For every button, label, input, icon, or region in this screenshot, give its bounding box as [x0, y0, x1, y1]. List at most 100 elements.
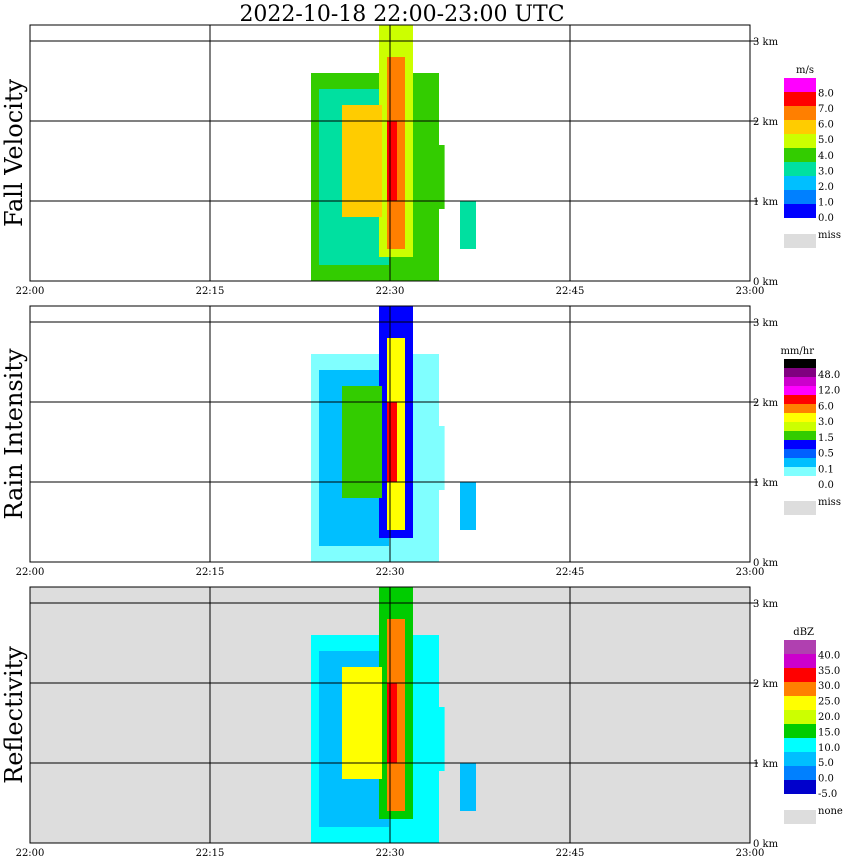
colorbar-label: 30.0: [818, 681, 840, 692]
echo-small-2: [460, 201, 476, 249]
colorbar-unit: m/s: [796, 65, 814, 76]
colorbar-label: 48.0: [818, 370, 840, 381]
colorbar-miss-label: none: [818, 806, 843, 817]
grid: 0 km 1 km 2 km 3 km: [30, 587, 779, 850]
colorbar-swatch: [784, 710, 816, 724]
panel-rain-intensity: 0 km 1 km 2 km 3 km 22:00 22:15 22:30 22:45 23:0…: [0, 305, 841, 578]
echo-field: [311, 25, 476, 281]
colorbar-swatch: [784, 120, 816, 134]
echo-field: [311, 306, 476, 562]
panel-ylabel: Fall Velocity: [0, 79, 28, 228]
colorbar-swatch: [784, 738, 816, 752]
y-tick-label: 2 km: [753, 117, 779, 128]
colorbar: mm/hr 48.0 12.0 6.0 3.0 1.5 0.5 0.1 0.0 miss: [780, 346, 841, 515]
x-tick-label: 23:00: [736, 286, 765, 297]
x-tick-label: 22:15: [196, 286, 225, 297]
colorbar-label: 35.0: [818, 666, 840, 677]
echo-left-inner: [342, 386, 382, 498]
colorbar-swatch: [784, 190, 816, 204]
panel-fall-velocity: 0 km 1 km 2 km 3 km 22:00 22:15 22:30 22:45 23:0…: [0, 24, 841, 297]
colorbar-label: 12.0: [818, 386, 840, 397]
echo-small-2: [460, 482, 476, 530]
colorbar-miss-swatch: [784, 234, 816, 248]
y-tick-label: 3 km: [753, 37, 779, 48]
colorbar-swatch: [784, 106, 816, 120]
x-tick-label: 22:30: [376, 848, 405, 859]
colorbar-swatch: [784, 359, 816, 368]
colorbar-swatch: [784, 134, 816, 148]
grid: 0 km 1 km 2 km 3 km: [30, 25, 779, 288]
colorbar-swatch: [784, 204, 816, 218]
colorbar-miss-swatch: [784, 810, 816, 824]
colorbar-swatch: [784, 148, 816, 162]
colorbar-swatch: [784, 176, 816, 190]
colorbar-swatch: [784, 92, 816, 106]
plot-frame: [29, 24, 751, 282]
colorbar-label: 7.0: [818, 104, 834, 115]
colorbar-label: 0.1: [818, 464, 834, 475]
colorbar-swatch: [784, 404, 816, 413]
colorbar-label: 0.0: [818, 213, 834, 224]
x-tick-label: 22:45: [556, 567, 585, 578]
colorbar-swatch: [784, 766, 816, 780]
y-tick-label: 0 km: [753, 839, 779, 850]
x-tick-label: 22:45: [556, 848, 585, 859]
echo-small-1: [426, 145, 445, 209]
colorbar-swatch: [784, 395, 816, 404]
colorbar-label: 20.0: [818, 712, 840, 723]
colorbar-label: 1.0: [818, 197, 834, 208]
colorbar-label: 1.5: [818, 433, 834, 444]
colorbar-label: 3.0: [818, 166, 834, 177]
y-tick-label: 1 km: [753, 478, 779, 489]
x-tick-label: 23:00: [736, 567, 765, 578]
colorbar-swatch: [784, 431, 816, 440]
x-tick-label: 22:00: [16, 567, 45, 578]
colorbar-swatch: [784, 752, 816, 766]
panel-reflectivity: 0 km 1 km 2 km 3 km 22:00 22:15 22:30 22:45 23:0…: [0, 586, 843, 859]
y-tick-label: 3 km: [753, 318, 779, 329]
y-tick-label: 3 km: [753, 599, 779, 610]
colorbar-unit: dBZ: [793, 627, 814, 638]
plot-frame: [29, 586, 751, 844]
grid: 0 km 1 km 2 km 3 km: [30, 306, 779, 569]
colorbar-label: 0.5: [818, 449, 834, 460]
colorbar-swatch: [784, 377, 816, 386]
colorbar-label: 4.0: [818, 151, 834, 162]
colorbar-unit: mm/hr: [780, 346, 814, 357]
x-tick-label: 22:45: [556, 286, 585, 297]
colorbar-swatch: [784, 413, 816, 422]
colorbar-swatch: [784, 654, 816, 668]
echo-small-2: [460, 763, 476, 811]
colorbar-label: 0.0: [818, 480, 834, 491]
colorbar-swatch: [784, 476, 816, 485]
panel-ylabel: Reflectivity: [0, 646, 28, 784]
colorbar-label: 40.0: [818, 650, 840, 661]
x-tick-label: 22:30: [376, 286, 405, 297]
echo-core-inner: [387, 121, 397, 201]
x-tick-label: 22:15: [196, 567, 225, 578]
echo-core-inner: [387, 402, 397, 482]
colorbar-label: 10.0: [818, 743, 840, 754]
x-tick-label: 22:00: [16, 286, 45, 297]
x-tick-label: 23:00: [736, 848, 765, 859]
y-tick-label: 2 km: [753, 398, 779, 409]
y-tick-label: 1 km: [753, 197, 779, 208]
colorbar-miss-swatch: [784, 501, 816, 515]
colorbar-miss-label: miss: [818, 230, 841, 241]
x-tick-label: 22:00: [16, 848, 45, 859]
colorbar-label: 0.0: [818, 774, 834, 785]
colorbar: m/s 8.0 7.0 6.0 5.0 4.0 3.0 2.0 1.0 0.0 miss: [784, 65, 841, 248]
colorbar-swatch: [784, 440, 816, 449]
y-tick-label: 0 km: [753, 558, 779, 569]
colorbar-swatch: [784, 78, 816, 92]
colorbar-label: 15.0: [818, 727, 840, 738]
colorbar-label: 6.0: [818, 120, 834, 131]
colorbar-swatch: [784, 467, 816, 476]
colorbar-swatch: [784, 640, 816, 654]
chart-title: 2022-10-18 22:00-23:00 UTC: [239, 2, 564, 27]
colorbar-swatch: [784, 368, 816, 377]
colorbar-label: 2.0: [818, 182, 834, 193]
colorbar-swatch: [784, 780, 816, 794]
y-tick-label: 2 km: [753, 679, 779, 690]
panel-ylabel: Rain Intensity: [0, 348, 28, 520]
